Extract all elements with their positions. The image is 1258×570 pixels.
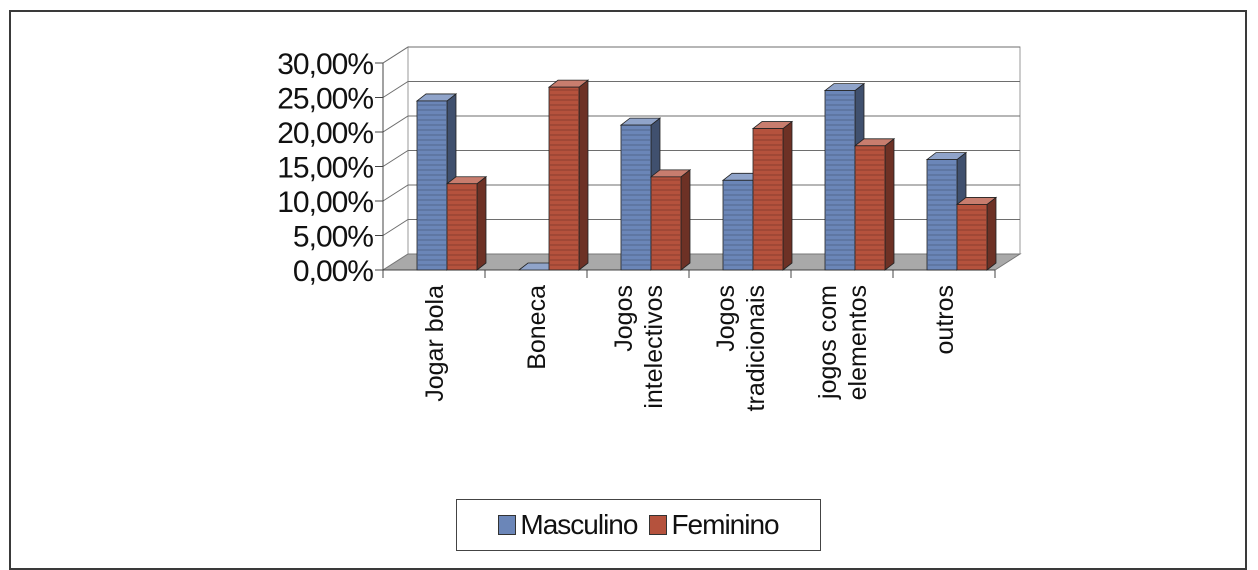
y-tick-label: 30,00% bbox=[277, 48, 373, 81]
bar-side bbox=[578, 79, 589, 271]
category-label: Jogos bbox=[712, 285, 740, 352]
category-label: Boneca bbox=[523, 285, 551, 370]
bar-side bbox=[884, 137, 895, 271]
bar-front bbox=[752, 128, 784, 271]
legend-label-masculino: Masculino bbox=[520, 509, 638, 540]
category-label: elementos bbox=[844, 285, 872, 400]
legend-item-masculino: Masculino bbox=[498, 509, 638, 541]
gridline bbox=[382, 150, 1020, 167]
y-tick-label: 25,00% bbox=[277, 83, 373, 116]
bar-masculino-0 bbox=[415, 93, 458, 271]
legend-swatch-masculino bbox=[498, 515, 517, 535]
y-axis-ticks: 0,00%5,00%10,00%15,00%20,00%25,00%30,00% bbox=[277, 48, 374, 288]
bar-front bbox=[548, 86, 580, 271]
bar-front bbox=[416, 100, 448, 271]
bar-front bbox=[854, 145, 886, 271]
category-label: intelectivos bbox=[640, 285, 668, 409]
bar-front bbox=[650, 176, 682, 271]
bar-feminino-2 bbox=[649, 169, 692, 271]
legend-item-feminino: Feminino bbox=[649, 509, 780, 541]
bar-side bbox=[680, 169, 691, 271]
category-label: jogos com bbox=[814, 285, 842, 400]
bar-feminino-1 bbox=[547, 79, 590, 271]
gridline bbox=[382, 184, 1020, 202]
category-label: tradicionais bbox=[742, 285, 770, 411]
bar-side bbox=[986, 196, 997, 271]
category-label: Jogos bbox=[610, 285, 638, 352]
bar-front bbox=[620, 124, 652, 271]
bar-feminino-0 bbox=[445, 175, 488, 271]
gridline bbox=[382, 115, 1020, 133]
y-tick-label: 10,00% bbox=[277, 186, 373, 219]
category-label: outros bbox=[931, 285, 959, 354]
gridline bbox=[382, 219, 1020, 236]
legend: Masculino Feminino bbox=[456, 499, 821, 551]
category-label: Jogar bola bbox=[421, 285, 449, 402]
y-tick-label: 5,00% bbox=[293, 221, 373, 254]
legend-swatch-feminino bbox=[649, 515, 668, 535]
y-tick-label: 20,00% bbox=[277, 117, 373, 150]
y-tick-label: 0,00% bbox=[293, 255, 373, 288]
gridline bbox=[382, 81, 1020, 98]
bar-feminino-5 bbox=[955, 196, 998, 271]
bar-front bbox=[446, 183, 478, 271]
bar-feminino-3 bbox=[751, 120, 794, 271]
x-axis-labels: Jogar bola Boneca Jogos intelectivos Jogos tr… bbox=[421, 285, 959, 412]
gridline bbox=[382, 46, 1020, 64]
bar-chart: 0,00%5,00%10,00%15,00%20,00%25,00%30,00%… bbox=[277, 46, 1022, 412]
gridlines bbox=[375, 46, 1020, 278]
y-tick-label: 15,00% bbox=[277, 152, 373, 185]
bar-side bbox=[782, 120, 793, 271]
bar-side bbox=[476, 175, 487, 271]
legend-label-feminino: Feminino bbox=[671, 509, 779, 540]
bar-feminino-4 bbox=[853, 137, 896, 271]
bars bbox=[415, 79, 998, 271]
